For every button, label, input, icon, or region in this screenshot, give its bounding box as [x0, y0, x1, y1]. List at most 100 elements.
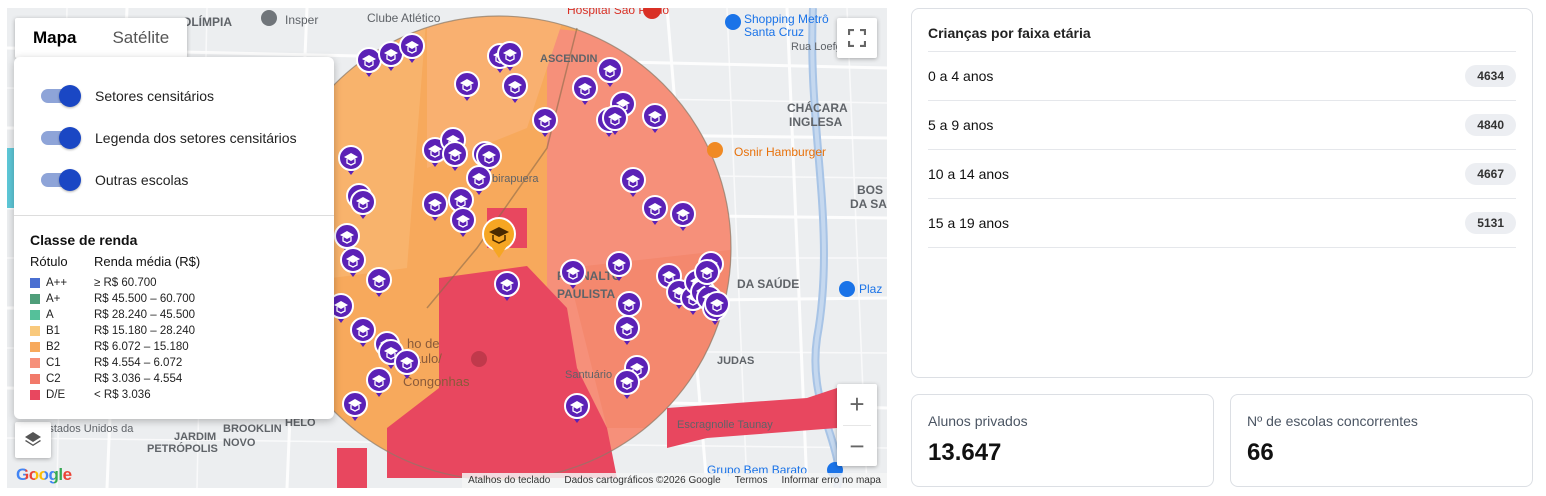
school-marker[interactable] — [614, 315, 640, 345]
school-marker[interactable] — [366, 367, 392, 397]
zoom-out-button[interactable]: − — [849, 431, 865, 461]
school-marker[interactable] — [670, 201, 696, 231]
school-marker[interactable] — [350, 317, 376, 347]
school-marker[interactable] — [602, 105, 628, 135]
school-marker[interactable] — [620, 167, 646, 197]
place-label: Estados Unidos da — [41, 423, 134, 435]
legend-row-label: A — [46, 309, 54, 321]
stat-label: Alunos privados — [928, 413, 1028, 429]
place-label: Osnir Hamburger — [734, 145, 826, 159]
income-legend: Classe de renda Rótulo Renda média (R$) … — [14, 216, 334, 403]
map-canvas[interactable]: OLÍMPIA Insper Clube Atlético Hospital S… — [7, 8, 887, 488]
school-marker[interactable] — [494, 271, 520, 301]
map-data-credit: Dados cartográficos ©2026 Google — [564, 475, 721, 486]
legend-row: A+ R$ 45.500 – 60.700 — [30, 291, 334, 307]
layer-toggle-census-legend[interactable]: Legenda dos setores censitários — [14, 117, 334, 159]
school-marker[interactable] — [704, 291, 730, 321]
school-marker[interactable] — [342, 391, 368, 421]
layer-toggle-census-sectors[interactable]: Setores censitários — [14, 75, 334, 117]
competitor-schools-card: Nº de escolas concorrentes 66 — [1230, 394, 1533, 487]
school-marker[interactable] — [502, 73, 528, 103]
legend-row: C1 R$ 4.554 – 6.072 — [30, 355, 334, 371]
age-group-count-badge: 4667 — [1465, 163, 1516, 185]
school-marker[interactable] — [340, 247, 366, 277]
map-view[interactable]: OLÍMPIA Insper Clube Atlético Hospital S… — [7, 8, 887, 488]
place-label: Clube Atlético — [367, 11, 441, 25]
layer-label: Outras escolas — [95, 172, 189, 188]
school-marker[interactable] — [694, 259, 720, 289]
place-label: DA SAÚDE — [737, 276, 799, 291]
fullscreen-button[interactable] — [837, 18, 877, 58]
age-group-label: 10 a 14 anos — [928, 166, 1009, 182]
school-marker[interactable] — [328, 293, 354, 323]
school-marker[interactable] — [497, 41, 523, 71]
restaurant-poi-icon[interactable] — [707, 142, 723, 158]
school-marker[interactable] — [454, 71, 480, 101]
school-marker[interactable] — [442, 141, 468, 171]
legend-swatch — [30, 294, 40, 304]
toggle-switch[interactable] — [41, 85, 81, 107]
place-label: PETRÓPOLIS — [147, 442, 218, 455]
map-tab-mapa[interactable]: Mapa — [33, 28, 77, 47]
insper-poi-icon[interactable] — [261, 10, 277, 26]
school-marker[interactable] — [394, 349, 420, 379]
school-marker[interactable] — [606, 251, 632, 281]
legend-row-range: R$ 4.554 – 6.072 — [94, 357, 183, 369]
place-label: Santuário — [565, 369, 612, 381]
toggle-switch[interactable] — [41, 127, 81, 149]
school-marker[interactable] — [366, 267, 392, 297]
age-group-label: 0 a 4 anos — [928, 68, 994, 84]
legend-row: C2 R$ 3.036 – 4.554 — [30, 371, 334, 387]
place-label: ASCENDIN — [540, 53, 598, 65]
legend-swatch — [30, 342, 40, 352]
place-label: Plaz — [859, 282, 882, 296]
place-label: Escragnolle Taunay — [677, 419, 773, 431]
legend-title: Classe de renda — [30, 232, 138, 248]
layer-toggle-other-schools[interactable]: Outras escolas — [14, 159, 334, 201]
school-marker[interactable] — [476, 143, 502, 173]
selected-school-marker[interactable] — [482, 217, 516, 258]
place-label: HELO — [285, 417, 316, 429]
age-group-label: 5 a 9 anos — [928, 117, 994, 133]
place-label: JUDAS — [717, 355, 754, 367]
school-marker[interactable] — [572, 75, 598, 105]
layers-icon — [25, 432, 41, 446]
stat-value: 13.647 — [928, 439, 1002, 466]
school-marker[interactable] — [338, 145, 364, 175]
layer-label: Setores censitários — [95, 88, 215, 104]
school-marker[interactable] — [560, 259, 586, 289]
age-group-row: 15 a 19 anos 5131 — [928, 199, 1516, 248]
terms-link[interactable]: Termos — [734, 475, 768, 486]
legend-col-label: Rótulo — [30, 254, 68, 269]
school-marker[interactable] — [597, 57, 623, 87]
school-marker[interactable] — [466, 165, 492, 195]
school-marker[interactable] — [564, 393, 590, 423]
shopping-poi-icon[interactable] — [725, 14, 741, 30]
zoom-in-button[interactable]: + — [849, 389, 865, 419]
plaza-poi-icon[interactable] — [839, 281, 855, 297]
school-marker[interactable] — [532, 107, 558, 137]
school-marker[interactable] — [350, 189, 376, 219]
map-attribution: Atalhos do teclado Dados cartográficos ©… — [462, 473, 887, 488]
toggle-switch[interactable] — [41, 169, 81, 191]
legend-row-label: C1 — [46, 357, 61, 369]
map-tab-satelite[interactable]: Satélite — [112, 28, 170, 47]
school-marker[interactable] — [356, 47, 382, 77]
report-error-link[interactable]: Informar erro no mapa — [781, 475, 882, 486]
age-group-row: 5 a 9 anos 4840 — [928, 101, 1516, 150]
hospital-poi-icon[interactable] — [643, 8, 661, 19]
keyboard-shortcuts-link[interactable]: Atalhos do teclado — [468, 475, 551, 486]
place-label: Ibirapuera — [489, 173, 539, 185]
stat-label: Nº de escolas concorrentes — [1247, 413, 1418, 429]
school-marker[interactable] — [614, 369, 640, 399]
school-marker[interactable] — [422, 191, 448, 221]
school-marker[interactable] — [450, 207, 476, 237]
layers-button[interactable] — [15, 422, 51, 458]
legend-row: A++ ≥ R$ 60.700 — [30, 275, 334, 291]
school-marker[interactable] — [642, 103, 668, 133]
school-marker[interactable] — [399, 33, 425, 63]
place-label: BOS — [857, 183, 883, 197]
google-logo: Google — [16, 465, 72, 484]
school-marker[interactable] — [642, 195, 668, 225]
zoom-control: + − — [837, 384, 877, 466]
